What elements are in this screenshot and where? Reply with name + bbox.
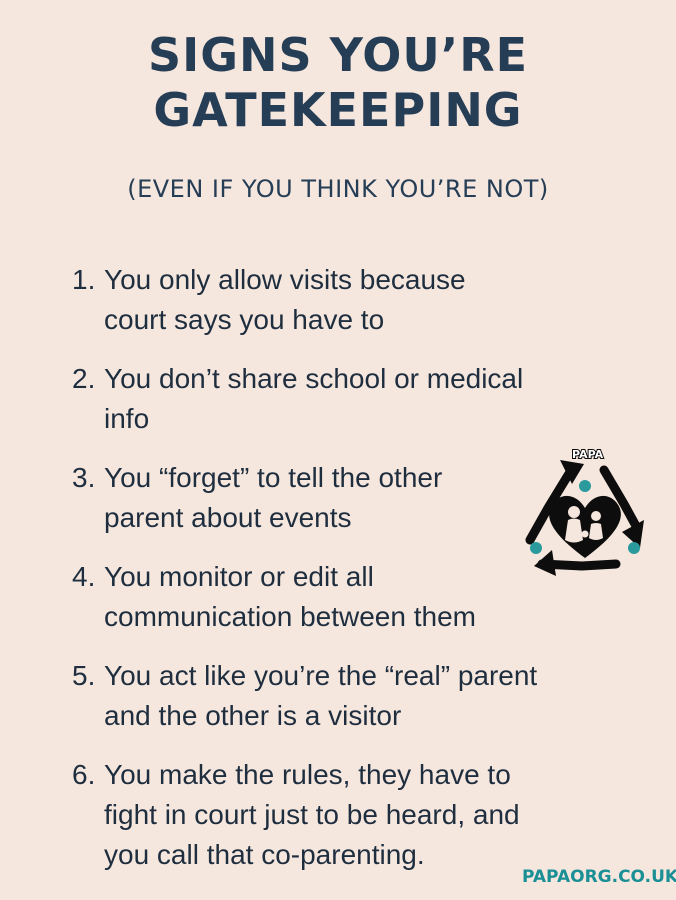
- item-number: 6.: [72, 759, 96, 790]
- list-item: 5. You act like you’re the “real” parent…: [72, 656, 632, 736]
- item-text-line: you call that co-parenting.: [104, 839, 425, 870]
- item-text-line: You act like you’re the “real” parent: [104, 660, 538, 691]
- list-item: 1. You only allow visits because court s…: [72, 260, 632, 340]
- item-text-line: info: [104, 403, 150, 434]
- item-text-line: You monitor or edit all: [104, 561, 374, 592]
- list-item: 4. You monitor or edit all communication…: [72, 557, 632, 637]
- item-text-line: and the other is a visitor: [104, 700, 402, 731]
- signs-list: 1. You only allow visits because court s…: [72, 260, 632, 894]
- item-number: 5.: [72, 660, 96, 691]
- item-text-line: You make the rules, they have to: [104, 759, 511, 790]
- list-item: 2. You don’t share school or medical inf…: [72, 359, 632, 439]
- page-title: SIGNS YOU’RE GATEKEEPING: [0, 28, 676, 138]
- item-text-line: You don’t share school or medical: [104, 363, 524, 394]
- item-text-line: court says you have to: [104, 304, 385, 335]
- item-text-line: communication between them: [104, 601, 476, 632]
- item-text-line: You only allow visits because: [104, 264, 466, 295]
- subtitle: (EVEN IF YOU THINK YOU’RE NOT): [127, 175, 549, 203]
- papa-logo-icon: PAPA: [525, 447, 644, 576]
- title-line-1: SIGNS YOU’RE: [147, 28, 529, 82]
- item-number: 4.: [72, 561, 96, 592]
- logo-text: PAPA: [572, 448, 604, 461]
- list-item: 6. You make the rules, they have to figh…: [72, 755, 632, 875]
- item-text-line: You “forget” to tell the other: [104, 462, 443, 493]
- website-url: PAPAORG.CO.UK: [522, 867, 676, 887]
- item-number: 1.: [72, 264, 96, 295]
- item-number: 2.: [72, 363, 96, 394]
- item-text-line: parent about events: [104, 502, 352, 533]
- title-line-2: GATEKEEPING: [153, 83, 523, 137]
- list-item: 3. You “forget” to tell the other parent…: [72, 458, 632, 538]
- item-text-line: fight in court just to be heard, and: [104, 799, 520, 830]
- item-number: 3.: [72, 462, 96, 493]
